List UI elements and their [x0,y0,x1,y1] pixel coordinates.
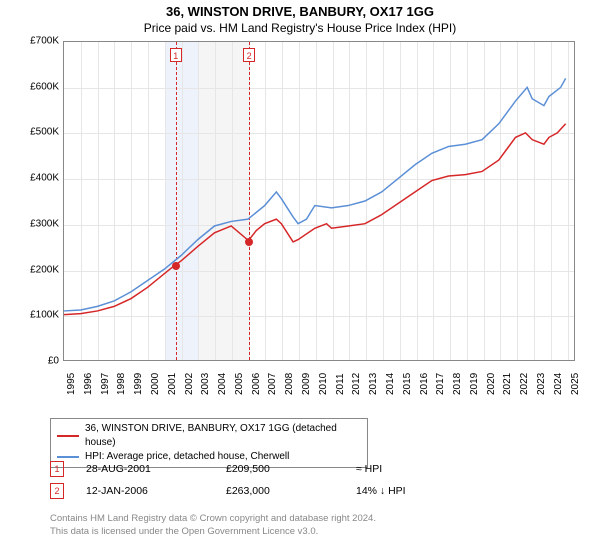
x-axis-tick-label: 2001 [167,373,178,395]
title-block: 36, WINSTON DRIVE, BANBURY, OX17 1GG Pri… [0,0,600,35]
y-axis-tick-label: £300K [30,218,59,229]
sale-index-box: 1 [50,461,64,477]
x-axis-tick-label: 2021 [502,373,513,395]
chart-area: 12 £0£100K£200K£300K£400K£500K£600K£700K… [15,41,585,411]
x-axis-tick-label: 2023 [536,373,547,395]
chart-title: 36, WINSTON DRIVE, BANBURY, OX17 1GG [0,4,600,19]
sale-row: 2 12-JAN-2006£263,00014% ↓ HPI [50,480,550,502]
footer-line-1: Contains HM Land Registry data © Crown c… [50,512,570,525]
footer-attribution: Contains HM Land Registry data © Crown c… [50,512,570,538]
sale-vs-hpi: 14% ↓ HPI [356,485,476,497]
x-axis-tick-label: 2013 [368,373,379,395]
sale-price: £263,000 [226,485,356,497]
footer-line-2: This data is licensed under the Open Gov… [50,525,570,538]
x-axis-tick-label: 2020 [486,373,497,395]
x-axis-tick-label: 2008 [284,373,295,395]
y-axis-tick-label: £0 [48,356,59,367]
x-axis-tick-label: 2017 [435,373,446,395]
x-axis-tick-label: 2024 [553,373,564,395]
x-axis-tick-label: 1998 [116,373,127,395]
y-axis-tick-label: £200K [30,264,59,275]
x-axis-tick-label: 2019 [469,373,480,395]
x-axis-tick-label: 2004 [217,373,228,395]
sale-marker-label: 2 [243,48,255,62]
x-axis-tick-label: 2014 [385,373,396,395]
series-line [64,78,566,311]
x-axis-tick-label: 2015 [402,373,413,395]
chart-container: 36, WINSTON DRIVE, BANBURY, OX17 1GG Pri… [0,0,600,560]
x-axis-tick-label: 2007 [267,373,278,395]
x-axis-tick-label: 2022 [519,373,530,395]
legend-label: 36, WINSTON DRIVE, BANBURY, OX17 1GG (de… [85,422,361,450]
sale-date: 12-JAN-2006 [86,485,226,497]
sale-marker-dot [172,262,180,270]
x-axis-tick-label: 2005 [234,373,245,395]
y-axis-tick-label: £500K [30,127,59,138]
x-axis-tick-label: 1996 [83,373,94,395]
x-axis-tick-label: 1999 [133,373,144,395]
y-axis-tick-label: £600K [30,81,59,92]
sales-table: 1 28-AUG-2001£209,500≈ HPI 2 12-JAN-2006£26… [50,458,550,502]
chart-subtitle: Price paid vs. HM Land Registry's House … [0,21,600,35]
x-axis-tick-label: 2012 [351,373,362,395]
sale-row: 1 28-AUG-2001£209,500≈ HPI [50,458,550,480]
x-axis-tick-label: 2002 [184,373,195,395]
x-axis-tick-label: 1997 [100,373,111,395]
x-axis-tick-label: 2025 [570,373,581,395]
x-axis-tick-label: 2009 [301,373,312,395]
x-axis-tick-label: 2010 [318,373,329,395]
sale-index-box: 2 [50,483,64,499]
x-axis-tick-label: 2003 [200,373,211,395]
sale-date: 28-AUG-2001 [86,463,226,475]
sale-price: £209,500 [226,463,356,475]
y-axis-tick-label: £100K [30,310,59,321]
x-axis-tick-label: 1995 [66,373,77,395]
y-axis-tick-label: £700K [30,36,59,47]
sale-vs-hpi: ≈ HPI [356,463,476,475]
y-axis-tick-label: £400K [30,173,59,184]
x-axis-tick-label: 2000 [150,373,161,395]
sale-marker-label: 1 [170,48,182,62]
series-svg [64,42,574,360]
x-axis-tick-label: 2011 [335,373,346,395]
plot-region: 12 [63,41,575,361]
x-axis-tick-label: 2006 [251,373,262,395]
x-axis-tick-label: 2018 [452,373,463,395]
legend-swatch [57,435,79,437]
x-axis-tick-label: 2016 [419,373,430,395]
legend-item: 36, WINSTON DRIVE, BANBURY, OX17 1GG (de… [57,422,361,450]
sale-marker-dot [245,238,253,246]
